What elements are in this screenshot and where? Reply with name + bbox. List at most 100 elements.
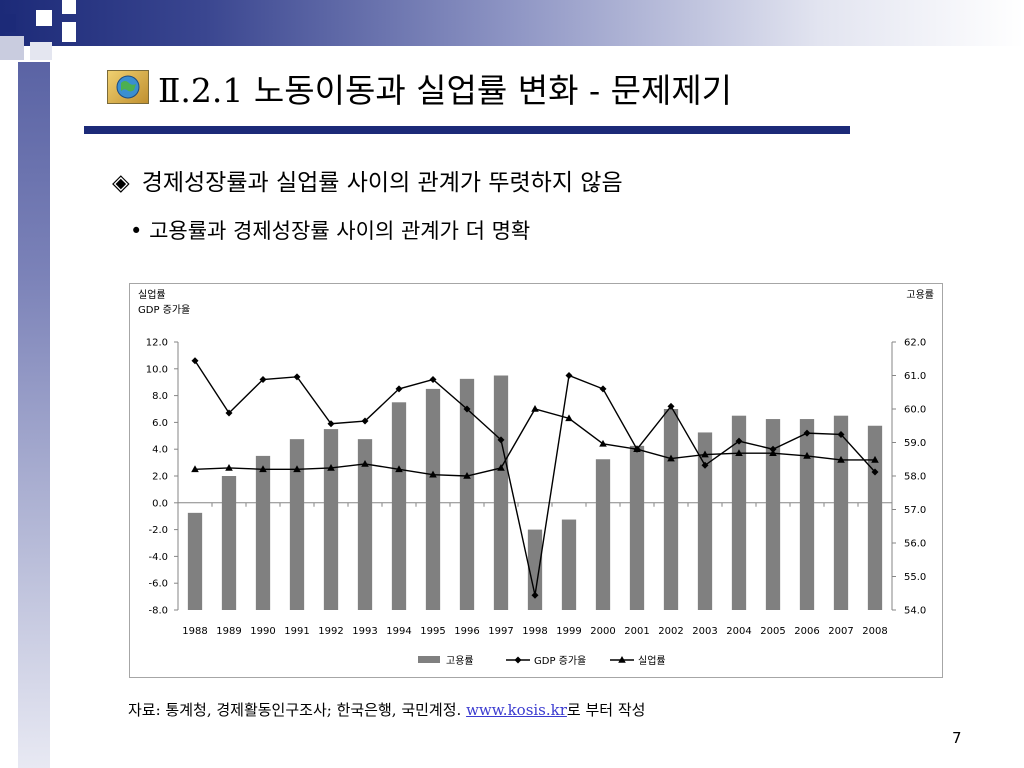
left-tick-label: -8.0 [148, 606, 168, 617]
point-unemployment-rate [531, 405, 539, 412]
bar-employment-rate [663, 409, 679, 610]
bar-employment-rate [629, 445, 645, 610]
right-tick-label: 55.0 [904, 572, 926, 583]
bar-employment-rate [561, 519, 577, 610]
point-unemployment-rate [701, 450, 709, 458]
x-tick-label: 1999 [556, 626, 581, 637]
bar-employment-rate [765, 419, 781, 610]
main-bullet-text: 경제성장률과 실업률 사이의 관계가 뚜렷하지 않음 [141, 170, 623, 196]
point-gdp-growth [667, 402, 675, 410]
point-gdp-growth [259, 376, 267, 384]
source-suffix: 로 부터 작성 [566, 701, 646, 719]
x-tick-label: 2005 [760, 626, 785, 637]
x-tick-label: 2003 [692, 626, 717, 637]
point-unemployment-rate [259, 465, 267, 473]
point-gdp-growth [837, 430, 845, 438]
point-unemployment-rate [565, 414, 573, 422]
point-unemployment-rate [191, 465, 199, 473]
x-tick-label: 1991 [284, 626, 309, 637]
point-gdp-growth [735, 437, 743, 445]
main-bullet: ◈ 경제성장률과 실업률 사이의 관계가 뚜렷하지 않음 [112, 163, 623, 197]
bar-employment-rate [493, 375, 509, 610]
point-gdp-growth [191, 357, 199, 365]
legend-swatch-employment-rate [418, 656, 440, 663]
point-unemployment-rate [225, 463, 233, 471]
point-gdp-growth [769, 445, 777, 453]
x-tick-label: 1998 [522, 626, 547, 637]
header-square-decoration [0, 36, 24, 60]
point-gdp-growth [701, 461, 709, 469]
bar-employment-rate [187, 512, 203, 610]
right-tick-label: 59.0 [904, 438, 926, 449]
bar-employment-rate [595, 459, 611, 610]
point-gdp-growth [531, 591, 539, 599]
x-tick-label: 1994 [386, 626, 411, 637]
x-tick-label: 2007 [828, 626, 853, 637]
point-gdp-growth [327, 420, 335, 428]
point-gdp-growth [463, 405, 471, 413]
bar-employment-rate [289, 439, 305, 610]
x-tick-label: 1997 [488, 626, 513, 637]
right-tick-label: 54.0 [904, 606, 926, 617]
left-side-bar [18, 62, 50, 768]
header-square-decoration [30, 42, 52, 60]
header-square-decoration [62, 0, 76, 14]
right-tick-label: 56.0 [904, 539, 926, 550]
x-tick-label: 1993 [352, 626, 377, 637]
header-square-decoration [36, 10, 52, 26]
point-unemployment-rate [497, 463, 505, 471]
left-axis-label-gdp: GDP 증가율 [138, 304, 190, 316]
point-gdp-growth [803, 429, 811, 437]
bar-employment-rate [425, 388, 441, 610]
bar-employment-rate [697, 432, 713, 610]
right-tick-label: 57.0 [904, 505, 926, 516]
x-tick-label: 1988 [182, 626, 207, 637]
page-title: Ⅱ.2.1 노동이동과 실업률 변화 - 문제제기 [158, 71, 733, 110]
point-gdp-growth [361, 417, 369, 425]
x-tick-label: 1995 [420, 626, 445, 637]
legend-marker-gdp-growth [514, 656, 522, 664]
right-axis-label-employment: 고용률 [906, 289, 934, 301]
x-tick-label: 2008 [862, 626, 887, 637]
source-note: 자료: 통계청, 경제활동인구조사; 한국은행, 국민계정. www.kosis… [128, 699, 645, 720]
point-unemployment-rate [769, 449, 777, 457]
page-number: 7 [952, 729, 962, 747]
left-tick-label: 0.0 [152, 498, 168, 509]
combo-chart: 실업률 GDP 증가율 고용률 12.0 10.0 8.0 6.0 4.0 2.0 0.0 -… [138, 288, 934, 667]
point-unemployment-rate [667, 454, 675, 462]
left-tick-label: 12.0 [146, 338, 168, 349]
right-tick-label: 61.0 [904, 371, 926, 382]
point-unemployment-rate [463, 472, 471, 479]
bar-employment-rate [799, 419, 815, 610]
bar-employment-rate [221, 476, 237, 610]
bar-employment-rate [527, 529, 543, 610]
legend-label-employment-rate: 고용률 [446, 655, 474, 667]
sub-bullet: • 고용률과 경제성장률 사이의 관계가 더 명확 [130, 215, 530, 245]
point-gdp-growth [429, 376, 437, 384]
point-unemployment-rate [395, 465, 403, 473]
point-gdp-growth [599, 385, 607, 393]
point-unemployment-rate [633, 445, 641, 452]
header-square-decoration [0, 14, 16, 32]
right-tick-label: 58.0 [904, 472, 926, 483]
legend-label-gdp-growth: GDP 증가율 [534, 655, 586, 667]
left-tick-label: -4.0 [148, 552, 168, 563]
left-tick-label: 8.0 [152, 391, 168, 402]
title-underline [84, 126, 850, 134]
x-tick-label: 2000 [590, 626, 615, 637]
x-tick-label: 2004 [726, 626, 751, 637]
title-logo-icon [107, 70, 149, 104]
right-tick-label: 60.0 [904, 405, 926, 416]
legend-marker-unemployment-rate [618, 656, 626, 663]
bar-employment-rate [459, 378, 475, 610]
left-tick-label: 6.0 [152, 418, 168, 429]
left-tick-label: -6.0 [148, 579, 168, 590]
point-gdp-growth [871, 468, 879, 476]
right-tick-label: 62.0 [904, 338, 926, 349]
source-link[interactable]: www.kosis.kr [466, 701, 567, 719]
point-unemployment-rate [327, 463, 335, 471]
x-tick-label: 2006 [794, 626, 819, 637]
point-unemployment-rate [599, 439, 607, 447]
point-gdp-growth [293, 373, 301, 381]
point-unemployment-rate [837, 455, 845, 463]
